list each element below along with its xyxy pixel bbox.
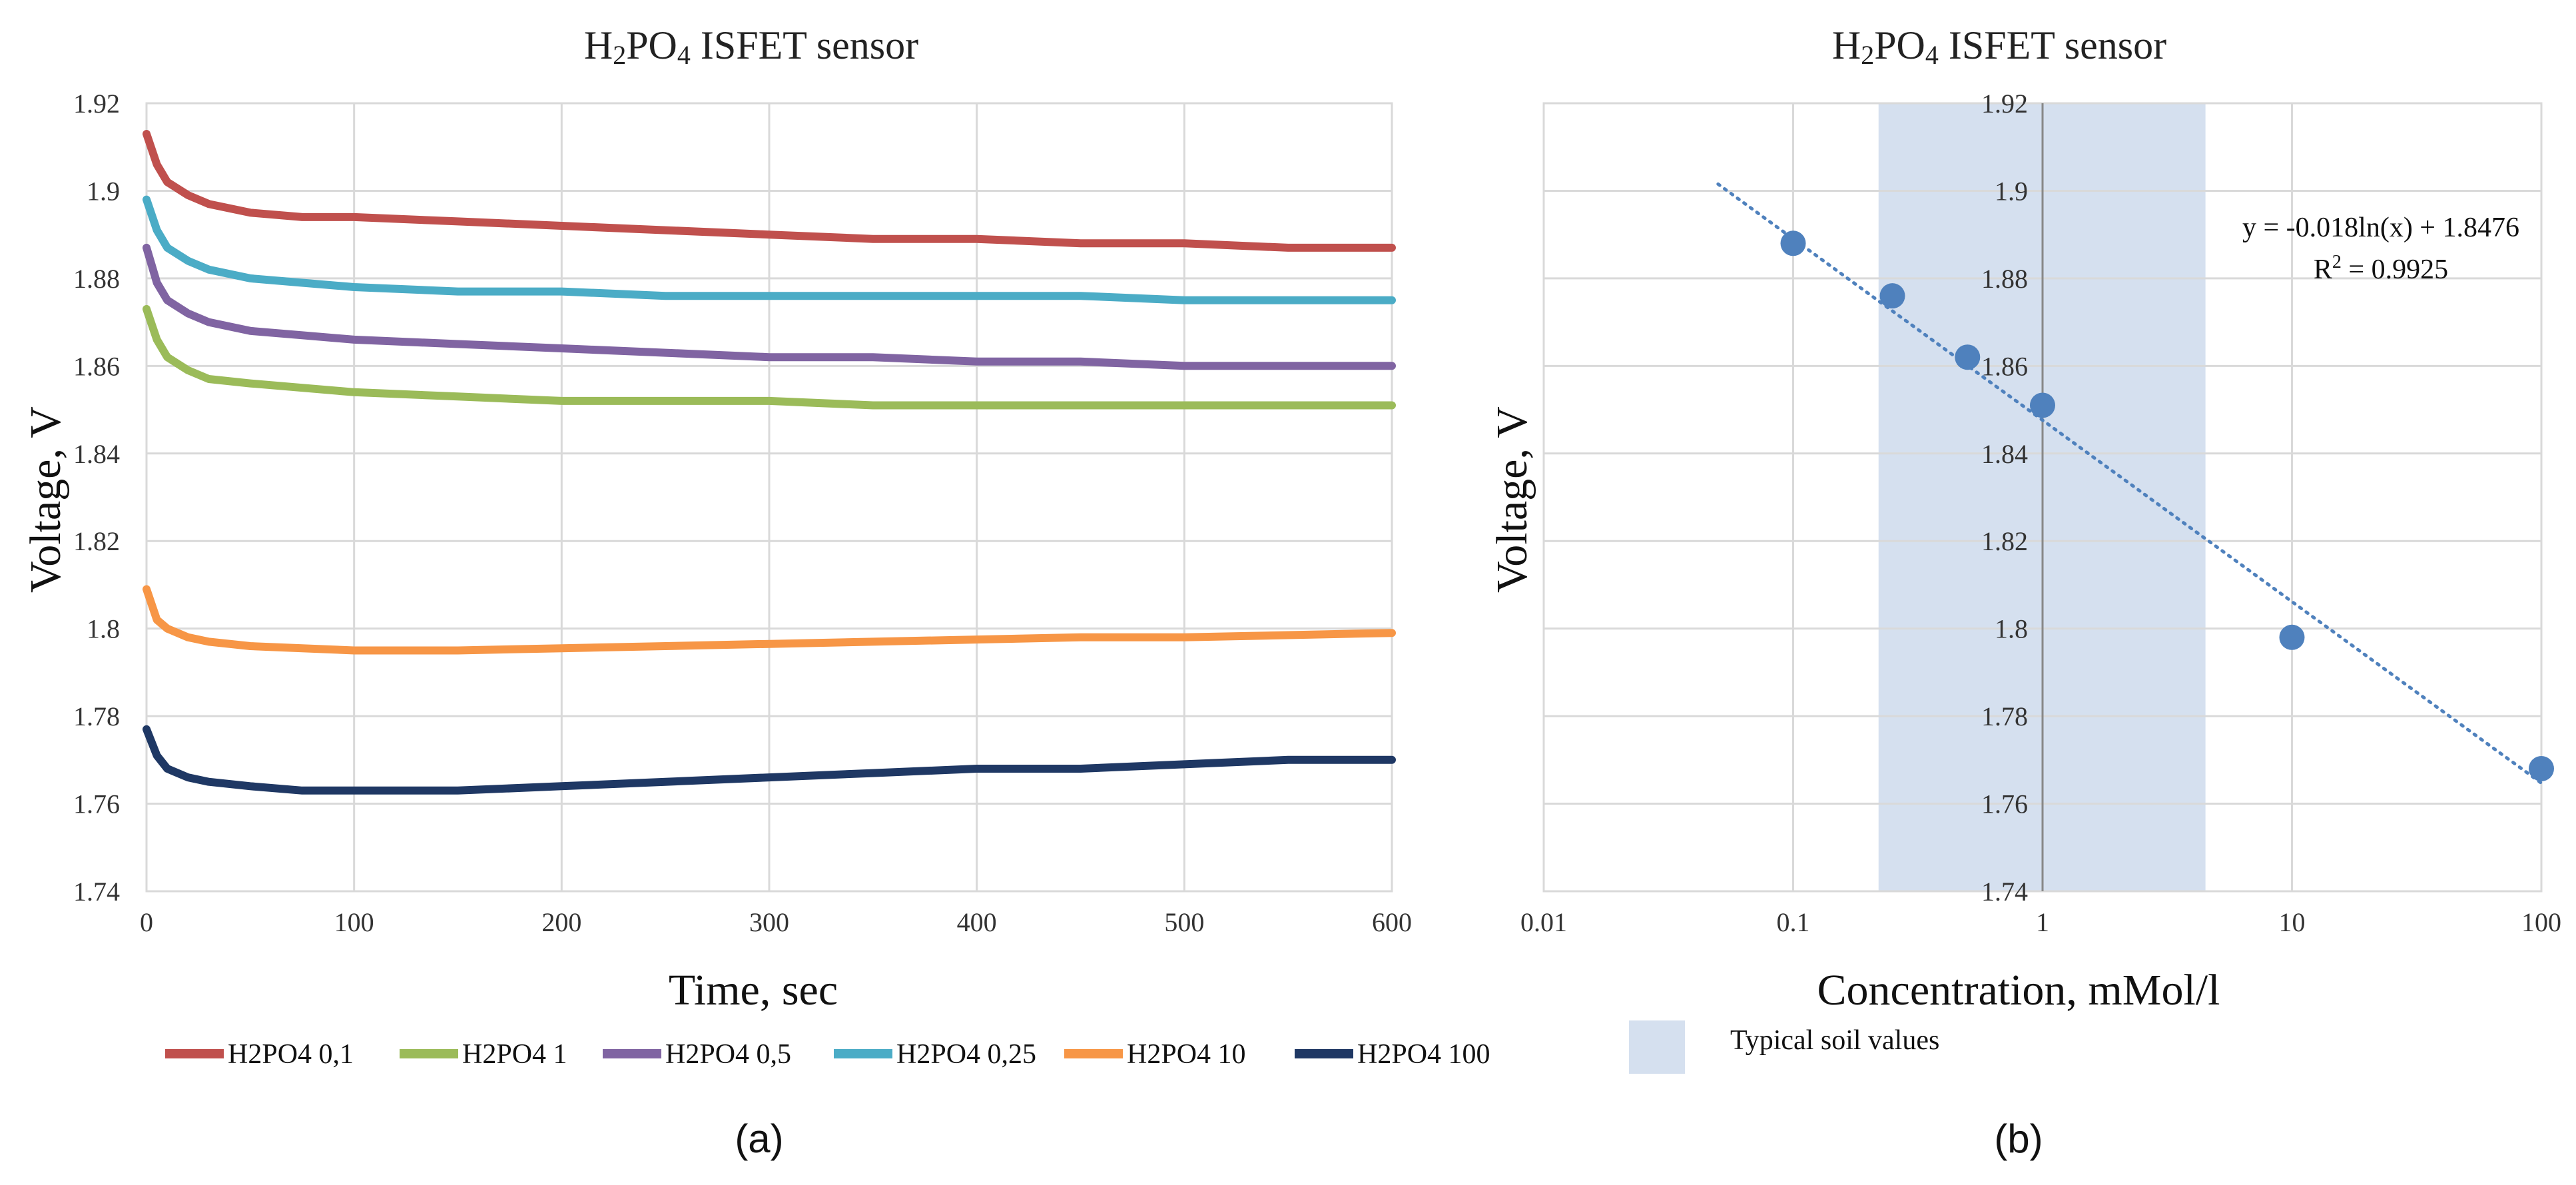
chart-a: H2PO4 ISFET sensor 1.741.761.781.81.821.… — [21, 23, 1490, 1161]
chart-a-series-line — [143, 725, 1396, 795]
chart-b-legend-swatch — [1629, 1020, 1685, 1074]
chart-a-y-tick: 1.92 — [73, 89, 120, 119]
chart-a-legend-label: H2PO4 0,5 — [665, 1039, 791, 1070]
chart-b-data-point — [1955, 344, 1981, 370]
chart-a-legend-label: H2PO4 0,1 — [228, 1039, 354, 1070]
chart-b-data-point — [2279, 624, 2305, 650]
chart-b-data-point — [1879, 283, 1905, 309]
chart-b-trendline — [1716, 182, 2543, 785]
chart-a-x-tick-labels: 0 100 200 300 400 500 600 — [140, 907, 1412, 937]
chart-b-data-point — [2529, 755, 2554, 781]
chart-b-x-tick-labels: 0.01 0.1 1 10 100 — [1520, 907, 2561, 937]
chart-a-gridlines — [145, 102, 1393, 893]
chart-b-data-point — [2030, 392, 2055, 418]
chart-a-y-tick: 1.74 — [73, 877, 120, 907]
chart-a-y-tick: 1.84 — [73, 439, 120, 469]
chart-b-y-tick: 1.9 — [1995, 176, 2028, 206]
chart-a-x-tick: 100 — [334, 907, 374, 937]
chart-b-title: H2PO4 ISFET sensor — [1832, 23, 2166, 70]
chart-a-series-line — [143, 585, 1396, 655]
chart-b-legend-label: Typical soil values — [1730, 1025, 1939, 1056]
chart-b-x-axis-label: Concentration, mMol/l — [1817, 966, 2220, 1014]
chart-a-x-tick: 0 — [140, 907, 153, 937]
chart-b-y-tick: 1.76 — [1981, 789, 2028, 819]
chart-a-panel-label: (a) — [735, 1116, 783, 1161]
chart-a-series-lines — [143, 130, 1396, 795]
chart-b-r-squared: R2 = 0.9925 — [2314, 252, 2448, 285]
chart-b-y-tick: 1.78 — [1981, 701, 2028, 731]
chart-b-y-tick-labels: 1.74 1.76 1.78 1.8 1.82 1.84 1.86 1.88 1.9 1.92 — [1981, 89, 2028, 907]
chart-a-series-line — [143, 304, 1396, 410]
chart-a-y-tick: 1.82 — [73, 526, 120, 556]
chart-b-data-points — [1780, 230, 2554, 781]
chart-a-x-tick: 600 — [1372, 907, 1412, 937]
chart-a-x-axis-label: Time, sec — [669, 966, 838, 1014]
chart-a-y-tick: 1.86 — [73, 351, 120, 381]
chart-a-y-tick: 1.88 — [73, 264, 120, 294]
chart-b-x-tick: 100 — [2521, 907, 2561, 937]
chart-b-panel-label: (b) — [1994, 1116, 2043, 1161]
chart-a-legend-label: H2PO4 1 — [462, 1039, 567, 1070]
chart-a-x-tick: 300 — [749, 907, 789, 937]
chart-b-x-tick: 0.1 — [1777, 907, 1810, 937]
chart-b-y-tick: 1.86 — [1981, 351, 2028, 381]
chart-b-x-tick: 10 — [2279, 907, 2306, 937]
chart-a-x-tick: 400 — [957, 907, 997, 937]
chart-a-legend-label: H2PO4 0,25 — [896, 1039, 1036, 1070]
chart-a-x-tick: 200 — [541, 907, 581, 937]
chart-b-x-tick: 0.01 — [1520, 907, 1567, 937]
chart-b-data-point — [1780, 230, 1806, 256]
chart-b-y-tick: 1.8 — [1995, 614, 2028, 644]
chart-b-equation: y = -0.018ln(x) + 1.8476 — [2242, 212, 2519, 243]
chart-a-y-tick: 1.8 — [87, 614, 120, 644]
chart-a-series-line — [143, 130, 1396, 252]
chart-a-series-line — [143, 195, 1396, 304]
chart-a-y-tick: 1.78 — [73, 701, 120, 731]
chart-a-plot-border — [145, 102, 1393, 893]
chart-b-y-tick: 1.92 — [1981, 89, 2028, 119]
chart-a-series-line — [143, 243, 1396, 370]
chart-a-title: H2PO4 ISFET sensor — [584, 23, 918, 70]
chart-b: H2PO4 ISFET sensor 1.741.761.781.81.821.… — [1488, 23, 2561, 1161]
chart-b-x-tick: 1 — [2036, 907, 2049, 937]
chart-a-y-tick-labels: 1.74 1.76 1.78 1.8 1.82 1.84 1.86 1.88 1.9 1.92 — [73, 89, 120, 907]
chart-a-y-tick: 1.76 — [73, 789, 120, 819]
chart-a-y-tick: 1.9 — [87, 176, 120, 206]
chart-a-legend: H2PO4 0,1 H2PO4 1 H2PO4 0,5 H2PO4 0,25 H2PO4… — [165, 1039, 1490, 1070]
chart-a-x-tick: 500 — [1164, 907, 1204, 937]
chart-a-y-axis-label: Voltage, V — [21, 406, 70, 593]
chart-a-legend-label: H2PO4 100 — [1357, 1039, 1490, 1070]
chart-b-y-tick: 1.82 — [1981, 526, 2028, 556]
chart-a-legend-label: H2PO4 10 — [1127, 1039, 1246, 1070]
chart-b-y-tick: 1.84 — [1981, 439, 2028, 469]
chart-b-y-axis-label: Voltage, V — [1488, 406, 1536, 593]
chart-b-y-tick: 1.88 — [1981, 264, 2028, 294]
chart-b-y-tick: 1.74 — [1981, 877, 2028, 907]
